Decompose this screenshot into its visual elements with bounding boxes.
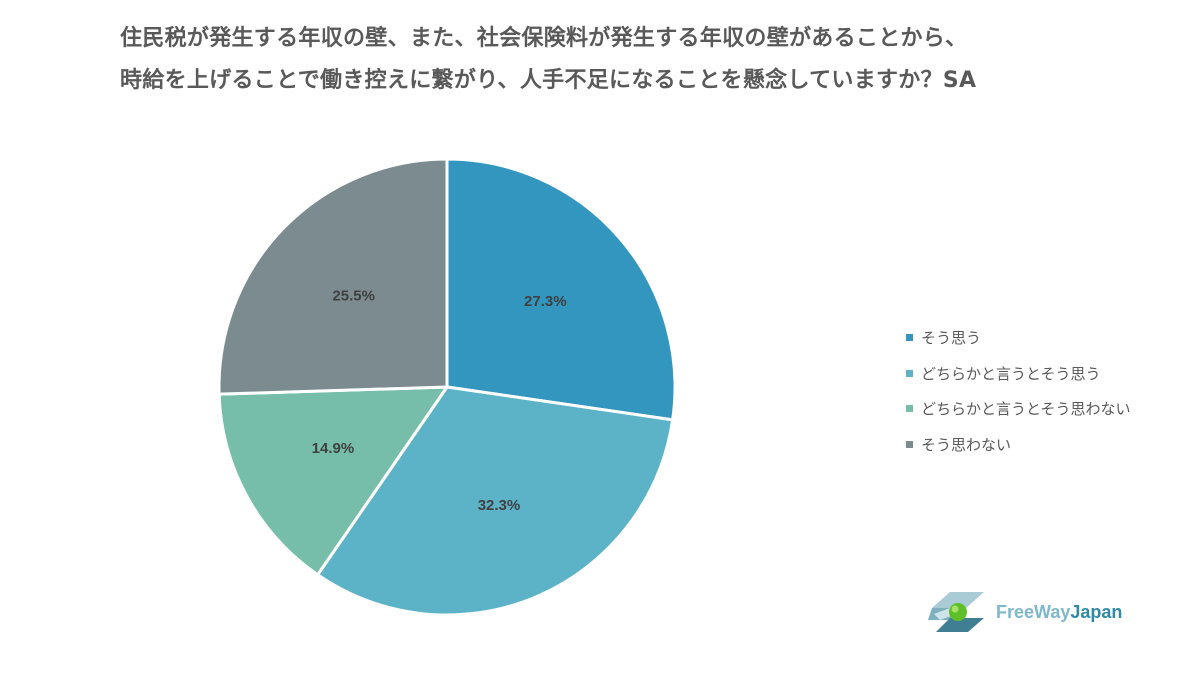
pie-slices	[217, 157, 677, 617]
pie-slice-label-1: 27.3%	[524, 293, 567, 310]
legend-swatch-2	[906, 369, 913, 377]
pie-slice-label-3: 14.9%	[312, 440, 355, 457]
chart-title-line-1: 住民税が発生する年収の壁、また、社会保険料が発生する年収の壁があることから、	[120, 26, 968, 51]
pie-slice-3	[217, 385, 449, 577]
freewayjapan-logo: FreeWayJapan	[928, 588, 1122, 636]
logo-text-freeway: FreeWay	[996, 601, 1071, 622]
freewayjapan-logo-icon	[928, 592, 984, 632]
legend-item-1: そう思う	[906, 320, 1131, 356]
legend-swatch-1	[906, 334, 913, 342]
legend-swatch-3	[906, 405, 913, 413]
pie-labels: 27.3% 32.3% 14.9% 25.5%	[312, 288, 567, 515]
chart-legend: そう思うどちらかと言うとそう思うどちらかと言うとそう思わない そう思わない	[906, 320, 1131, 462]
freewayjapan-logo-text: FreeWayJapan	[996, 602, 1122, 623]
logo-text-japan: Japan	[1070, 601, 1123, 622]
pie-slice-2	[316, 385, 675, 617]
legend-item-2: どちらかと言うとそう思う	[906, 356, 1131, 392]
pie-slice-1	[445, 157, 677, 422]
chart-title: 住民税が発生する年収の壁、また、社会保険料が発生する年収の壁があることから、 時…	[120, 18, 1120, 102]
chart-title-line-2: 時給を上げることで働き控えに繋がり、人手不足になることを懸念していますか？SA	[120, 68, 977, 93]
pie-slice-label-4: 25.5%	[332, 288, 375, 305]
legend-item-4: そう思わない	[906, 427, 1131, 463]
pie-slice-4	[217, 157, 449, 396]
legend-label-3: どちらかと言うとそう思わない	[921, 400, 1131, 419]
pie-slice-label-2: 32.3%	[478, 497, 521, 514]
legend-swatch-4	[906, 440, 913, 448]
legend-label-1: そう思う	[921, 329, 982, 348]
legend-label-4: そう思わない	[921, 435, 1012, 454]
legend-label-2: どちらかと言うとそう思う	[921, 364, 1101, 383]
legend-item-3: どちらかと言うとそう思わない	[906, 391, 1131, 427]
